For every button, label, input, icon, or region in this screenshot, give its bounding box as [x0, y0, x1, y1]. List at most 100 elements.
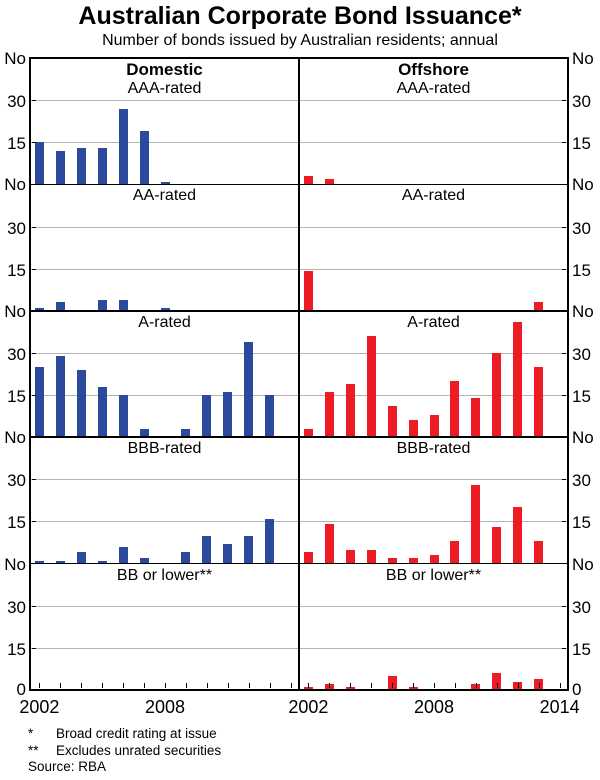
bar-domestic-2013: [265, 395, 275, 438]
y-axis-tick-label: 15: [572, 387, 591, 407]
y-axis-tick-label: 15: [7, 260, 26, 280]
y-axis-tick-label: 30: [572, 218, 591, 238]
x-axis-label: 2002: [288, 697, 329, 717]
rating-label: AA-rated: [401, 187, 466, 205]
x-axis-label: 2014: [539, 697, 580, 717]
y-tick: [562, 142, 566, 144]
bar-domestic-2005: [97, 147, 107, 185]
bar-offshore-2002: [303, 552, 313, 564]
y-axis-tick-label: 15: [7, 134, 26, 154]
rating-label: BBB-rated: [127, 440, 202, 458]
gridline: [31, 395, 298, 397]
y-axis-tick-label: 15: [572, 639, 591, 659]
gridline: [300, 100, 567, 102]
bar-domestic-2002: [34, 142, 44, 185]
bar-domestic-2007: [139, 428, 149, 438]
gridline: [31, 647, 298, 649]
y-axis-tick-label: 15: [7, 387, 26, 407]
y-axis-tick-label: 15: [572, 134, 591, 154]
bar-offshore-2004: [345, 383, 355, 438]
bar-offshore-2011: [492, 673, 502, 690]
panel-divider-vertical: [298, 58, 300, 690]
bar-domestic-2008: [160, 181, 170, 185]
y-tick: [562, 268, 566, 270]
footnote-text: Broad credit rating at issue: [56, 726, 217, 741]
bar-domestic-2007: [139, 131, 149, 185]
y-axis-unit-label: No: [572, 175, 594, 195]
y-axis-unit-label: No: [572, 49, 594, 68]
y-tick: [562, 521, 566, 523]
year-tick: [308, 683, 310, 688]
year-tick: [290, 683, 292, 688]
y-tick: [32, 268, 36, 270]
year-tick: [102, 683, 104, 688]
bar-offshore-2009: [450, 541, 460, 564]
footnote-marker: *: [28, 726, 34, 741]
y-tick: [32, 142, 36, 144]
bar-domestic-2006: [118, 395, 128, 438]
y-axis-unit-label: No: [572, 554, 594, 574]
bar-domestic-2007: [139, 557, 149, 564]
x-axis-label: 2008: [144, 697, 186, 717]
gridline: [300, 479, 567, 481]
year-tick: [39, 683, 41, 688]
gridline: [300, 268, 567, 270]
bar-offshore-2011: [492, 352, 502, 438]
bar-domestic-2004: [76, 369, 86, 438]
bar-offshore-2009: [450, 381, 460, 438]
rating-label: BB or lower**: [385, 566, 482, 584]
bar-offshore-2002: [303, 175, 313, 185]
y-tick: [562, 479, 566, 481]
y-tick: [32, 479, 36, 481]
rating-label: A-rated: [407, 313, 460, 331]
bar-offshore-2008: [429, 555, 439, 564]
bar-domestic-2002: [34, 366, 44, 438]
year-tick: [434, 683, 436, 688]
year-tick: [123, 683, 125, 688]
year-tick: [206, 683, 208, 688]
bar-domestic-2003: [55, 150, 65, 185]
y-axis-tick-label: 30: [7, 597, 26, 617]
year-tick: [371, 683, 373, 688]
y-axis-unit-label: No: [4, 175, 26, 195]
rating-label: AA-rated: [132, 187, 197, 205]
bar-domestic-2003: [55, 355, 65, 438]
rating-label: AAA-rated: [127, 80, 202, 97]
bar-offshore-2006: [387, 675, 397, 690]
footnote-line: ** Excludes unrated securities: [28, 743, 221, 760]
rating-label: AAA-rated: [396, 80, 471, 97]
y-axis-zero-label: 0: [572, 680, 582, 699]
bar-domestic-2002: [34, 560, 44, 564]
chart-subtitle: Number of bonds issued by Australian res…: [102, 32, 498, 49]
panel-title-domestic: Domestic: [126, 60, 203, 79]
y-tick: [562, 605, 566, 607]
year-tick: [392, 683, 394, 688]
y-axis-unit-label: No: [572, 428, 594, 448]
bar-offshore-2008: [429, 414, 439, 438]
year-tick: [269, 683, 271, 688]
bar-domestic-2009: [181, 428, 191, 438]
bar-offshore-2012: [513, 322, 523, 438]
gridline: [300, 395, 567, 397]
y-axis-unit-label: No: [4, 428, 26, 448]
gridline: [31, 142, 298, 144]
y-axis-unit-label: No: [4, 301, 26, 321]
bar-offshore-2013: [534, 302, 544, 311]
y-axis-unit-label: No: [4, 554, 26, 574]
bar-offshore-2002: [303, 428, 313, 438]
rating-label: BBB-rated: [396, 440, 471, 458]
y-axis-tick-label: 15: [7, 513, 26, 533]
bar-offshore-2013: [534, 541, 544, 564]
rating-label: BB or lower**: [116, 566, 213, 584]
bar-offshore-2003: [324, 524, 334, 564]
year-tick: [329, 683, 331, 688]
y-axis-tick-label: 30: [7, 92, 26, 112]
year-tick: [538, 683, 540, 688]
bar-domestic-2009: [181, 552, 191, 564]
bar-domestic-2005: [97, 560, 107, 564]
bar-domestic-2003: [55, 302, 65, 311]
y-tick: [32, 226, 36, 228]
chart-frame: [29, 57, 569, 691]
y-axis-unit-label: No: [572, 301, 594, 321]
y-tick: [32, 521, 36, 523]
